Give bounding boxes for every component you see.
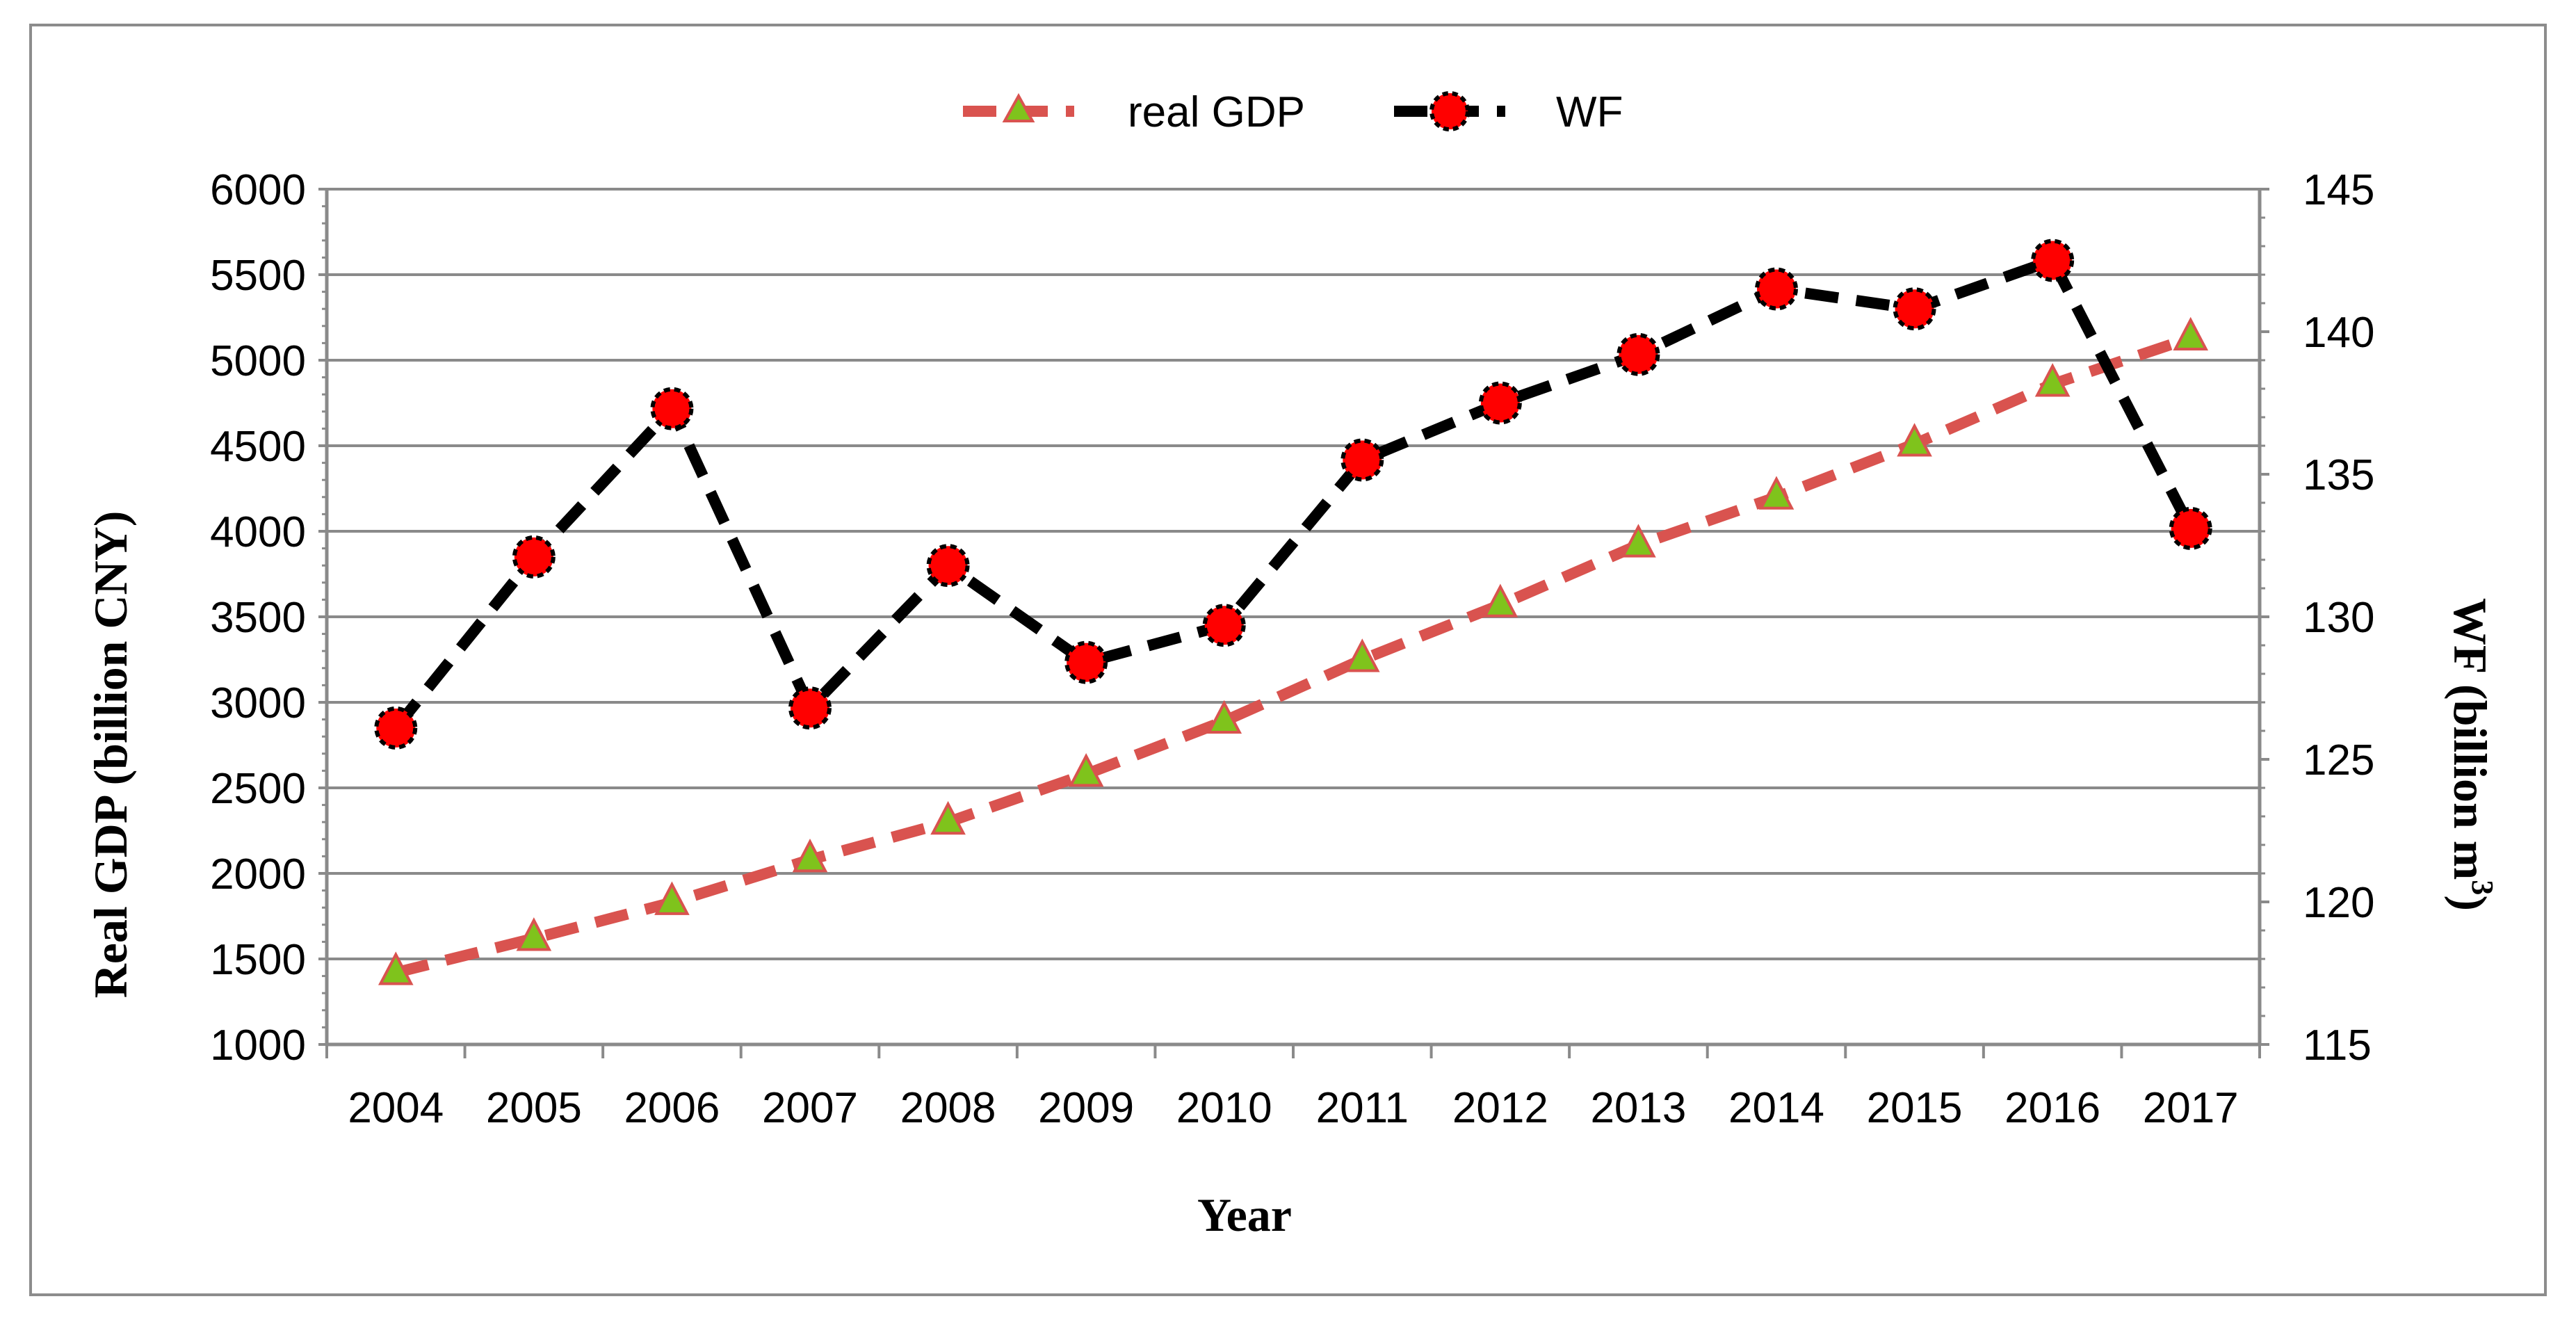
wf-point: [1064, 640, 1108, 684]
wf-point: [512, 535, 556, 579]
real-gdp-point: [378, 951, 414, 985]
right-axis-ticks: 115 120 125 130 135 140 145: [2260, 166, 2374, 1069]
real-gdp-point: [2034, 363, 2071, 397]
wf-point: [1617, 332, 1660, 376]
left-axis-ticks: 1000 1500 2000 2500 3000 3500 4000 4500 5000 5500…: [210, 166, 327, 1069]
real-gdp-point: [1897, 423, 1932, 457]
x-tick-label: 2004: [348, 1084, 444, 1132]
y2-axis-title: WF (billion m3): [2444, 598, 2500, 911]
x-tick-label: 2012: [1452, 1084, 1548, 1132]
series-wf: [374, 239, 2212, 750]
legend-wf-circle-icon: [1429, 91, 1470, 131]
y-tick-label: 3500: [210, 594, 306, 642]
x-tick-label: 2009: [1038, 1084, 1134, 1132]
real-gdp-point: [516, 917, 552, 951]
y-tick-label: 5500: [210, 252, 306, 300]
y-tick-label: 2500: [210, 765, 306, 813]
real-gdp-point: [1206, 700, 1242, 734]
y-tick-label: 2000: [210, 850, 306, 898]
wf-point: [1340, 438, 1384, 482]
x-tick-label: 2006: [624, 1084, 720, 1132]
x-tick-label: 2016: [2004, 1084, 2100, 1132]
y2-axis-title-main: WF (billion m: [2444, 598, 2497, 880]
wf-point: [1755, 267, 1798, 311]
gridlines: [327, 188, 2260, 960]
x-tick-label: 2007: [762, 1084, 858, 1132]
x-tick-label: 2017: [2143, 1084, 2239, 1132]
y2-tick-label: 140: [2303, 309, 2374, 357]
wf-point: [2031, 239, 2075, 282]
real-gdp-point: [1621, 524, 1656, 558]
x-tick-label: 2014: [1728, 1084, 1824, 1132]
x-tick-label: 2008: [900, 1084, 996, 1132]
real-gdp-point: [792, 839, 828, 873]
wf-line: [391, 255, 2196, 732]
real-gdp-point: [2173, 316, 2209, 351]
x-axis-ticks: 2004 2005 2006 2007 2008 2009 2010 2011 2012 2013…: [325, 1044, 2261, 1132]
x-axis-title: Year: [1197, 1188, 1292, 1241]
x-tick-label: 2015: [1867, 1084, 1963, 1132]
y-tick-label: 5000: [210, 337, 306, 385]
real-gdp-point: [1068, 753, 1104, 787]
x-tick-label: 2013: [1590, 1084, 1686, 1132]
wf-point: [1202, 604, 1246, 647]
y-tick-label: 1000: [210, 1022, 306, 1069]
wf-point: [1893, 287, 1936, 331]
y2-tick-label: 115: [2303, 1022, 2372, 1069]
legend: real GDP WF: [963, 88, 1623, 136]
y2-axis-title-sup: 3: [2465, 880, 2500, 895]
y2-tick-label: 145: [2303, 166, 2374, 214]
y2-tick-label: 135: [2303, 451, 2374, 499]
wf-point: [374, 706, 418, 750]
legend-gdp-triangle-icon: [1002, 92, 1035, 122]
y-tick-label: 4500: [210, 423, 306, 471]
wf-point: [926, 544, 970, 588]
real-gdp-point: [930, 800, 966, 835]
y-tick-label: 4000: [210, 508, 306, 556]
x-tick-label: 2010: [1176, 1084, 1272, 1132]
series-real-gdp: [378, 316, 2209, 985]
wf-point: [788, 686, 832, 730]
legend-gdp-label: real GDP: [1128, 88, 1305, 136]
y2-tick-label: 125: [2303, 736, 2374, 784]
real-gdp-point: [654, 881, 690, 915]
wf-point: [2169, 506, 2212, 550]
x-tick-label: 2005: [486, 1084, 582, 1132]
real-gdp-point: [1344, 638, 1380, 672]
real-gdp-line: [394, 332, 2193, 978]
real-gdp-point: [1482, 583, 1518, 617]
wf-point: [1478, 381, 1522, 425]
y-tick-label: 3000: [210, 679, 306, 727]
y2-tick-label: 130: [2303, 594, 2374, 642]
legend-wf-label: WF: [1556, 88, 1623, 136]
wf-point: [650, 387, 694, 430]
y-axis-title: Real GDP (billion CNY): [84, 511, 137, 999]
x-tick-label: 2011: [1316, 1084, 1409, 1132]
y-tick-label: 6000: [210, 166, 306, 214]
y-tick-label: 1500: [210, 936, 306, 984]
chart-border: [29, 24, 2547, 1296]
y2-tick-label: 120: [2303, 879, 2374, 927]
y2-axis-title-end: ): [2444, 895, 2497, 911]
real-gdp-point: [1758, 476, 1795, 510]
